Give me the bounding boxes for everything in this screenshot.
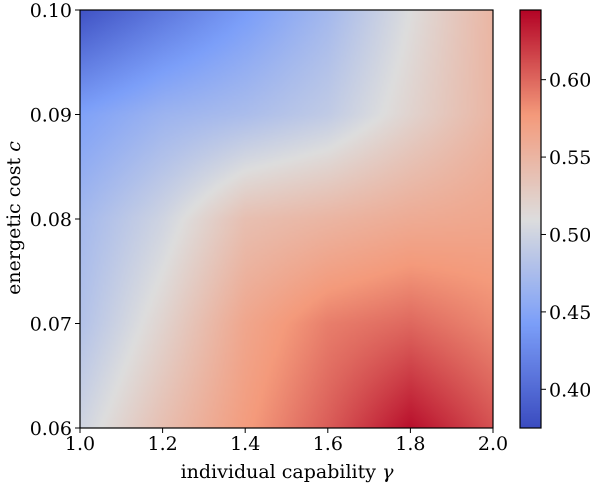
x-tick-label: 2.0 [478, 433, 508, 455]
colorbar-tick-label: 0.55 [549, 147, 590, 169]
x-tick-label: 1.6 [313, 433, 343, 455]
axes-layer: 1.0 1.2 1.4 1.6 1.8 2.0 0.06 0.07 0.08 0.09 0.10 0.… [30, 0, 590, 455]
x-tick-label: 1.4 [230, 433, 260, 455]
colorbar-tick-label: 0.40 [549, 379, 590, 401]
y-axis-label: energetic cost c [3, 141, 25, 295]
colorbar-frame [519, 9, 542, 429]
heatmap-image [80, 10, 493, 428]
x-axis-label: individual capability γ [181, 461, 394, 483]
x-tick-label: 1.8 [395, 433, 425, 455]
x-tick-label: 1.0 [65, 433, 95, 455]
colorbar-tick-label: 0.50 [549, 224, 590, 246]
y-tick-label: 0.08 [30, 209, 72, 231]
x-tick-label: 1.2 [147, 433, 177, 455]
colorbar-image [520, 10, 541, 428]
y-tick-label: 0.07 [30, 314, 72, 336]
y-tick-label: 0.06 [30, 418, 72, 440]
colorbar-tick-label: 0.45 [549, 302, 590, 324]
y-tick-label: 0.09 [30, 105, 72, 127]
y-tick-label: 0.10 [30, 0, 72, 22]
colorbar-tick-label: 0.60 [549, 70, 590, 92]
